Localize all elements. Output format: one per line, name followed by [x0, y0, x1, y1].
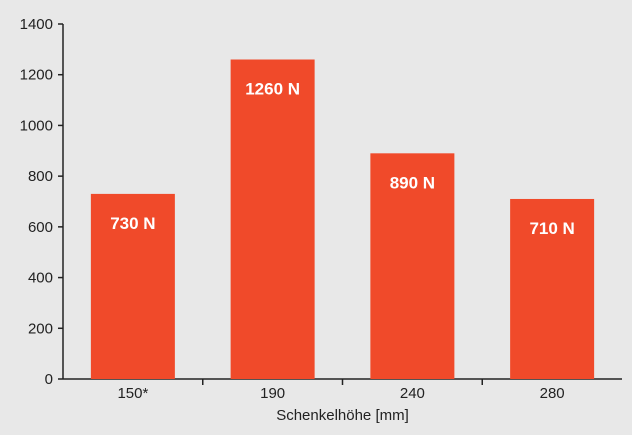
y-tick-label: 200: [28, 320, 53, 337]
bar-data-label: 710 N: [529, 219, 574, 238]
bar: [370, 153, 455, 379]
bar-data-label: 1260 N: [245, 80, 300, 99]
bars-group: 730 N 1260 N 890 N 710 N: [90, 59, 595, 379]
y-tick-label: 1400: [20, 16, 53, 33]
x-tick-label: 280: [540, 385, 565, 402]
y-tick-label: 1000: [20, 117, 53, 134]
x-tick-label: 150*: [117, 385, 148, 402]
y-tick-label: 800: [28, 168, 53, 185]
bar: [510, 198, 595, 379]
bar-data-label: 890 N: [390, 173, 435, 192]
x-tick-label: 190: [260, 385, 285, 402]
y-tick-label: 0: [45, 371, 53, 388]
bar-data-label: 730 N: [110, 214, 155, 233]
bar: [230, 59, 315, 379]
y-tick-label: 600: [28, 219, 53, 236]
bar: [90, 193, 175, 379]
x-axis-title: Schenkelhöhe [mm]: [276, 407, 409, 424]
y-tick-label: 400: [28, 270, 53, 287]
y-tick-label: 1200: [20, 67, 53, 84]
x-tick-label: 240: [400, 385, 425, 402]
y-axis: 0 200 400 600 800 1000 1200 1400: [20, 16, 64, 388]
